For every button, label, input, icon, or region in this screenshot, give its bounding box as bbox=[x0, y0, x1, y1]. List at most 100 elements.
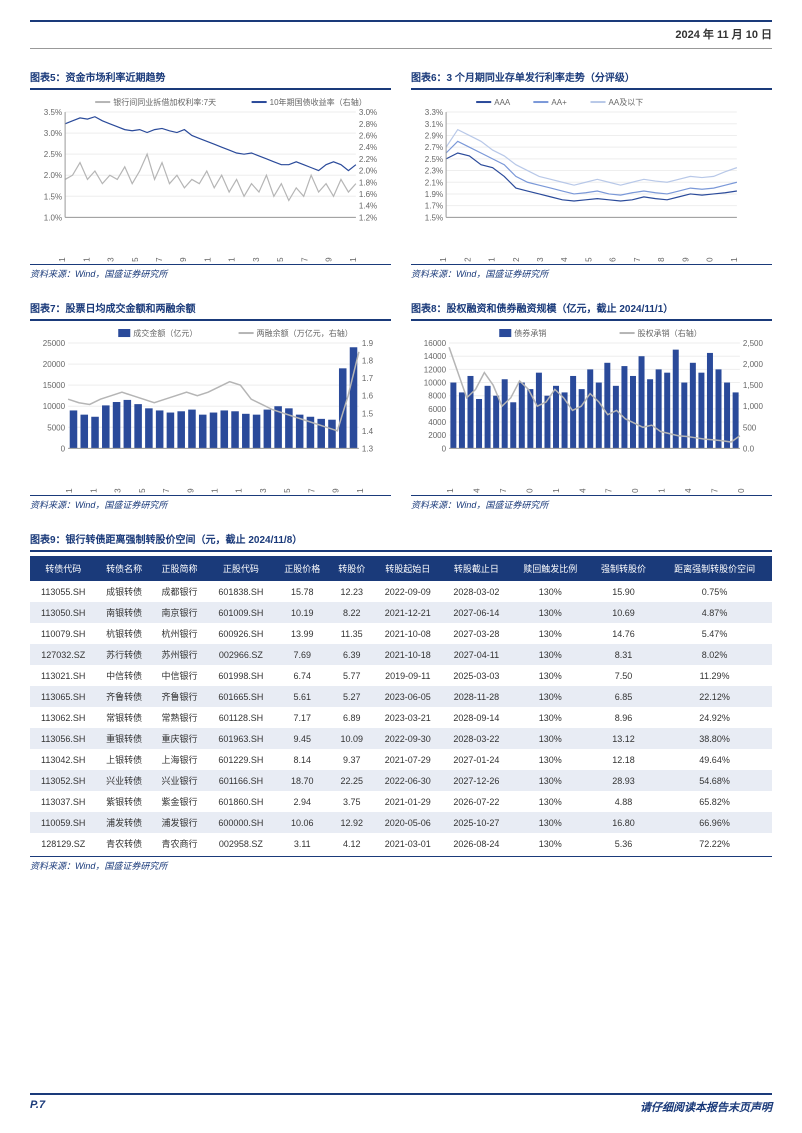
svg-text:1.7%: 1.7% bbox=[425, 202, 443, 211]
svg-text:2023-12: 2023-12 bbox=[463, 257, 472, 263]
svg-text:2024-11: 2024-11 bbox=[356, 488, 365, 494]
svg-text:2024-07: 2024-07 bbox=[710, 488, 719, 494]
svg-text:8000: 8000 bbox=[428, 392, 446, 401]
svg-text:14000: 14000 bbox=[424, 352, 447, 361]
svg-text:1.9%: 1.9% bbox=[425, 190, 443, 199]
svg-text:0: 0 bbox=[442, 444, 447, 453]
table-row: 113021.SH中信转债中信银行601998.SH6.745.772019-0… bbox=[30, 665, 772, 686]
svg-text:1.6: 1.6 bbox=[362, 392, 374, 401]
page-footer: P.7 请仔细阅读本报告末页声明 bbox=[30, 1093, 772, 1115]
table9-col: 转股起始日 bbox=[373, 556, 442, 581]
svg-text:1.2%: 1.2% bbox=[359, 213, 377, 222]
svg-text:3.3%: 3.3% bbox=[425, 108, 443, 117]
chart5-title: 图表5：资金市场利率近期趋势 bbox=[30, 69, 391, 84]
svg-text:1.5%: 1.5% bbox=[44, 192, 62, 201]
table-row: 113056.SH重银转债重庆银行601963.SH9.4510.092022-… bbox=[30, 728, 772, 749]
chart5-svg: 银行间同业拆借加权利率:7天10年期国债收益率（右轴）1.0%1.5%2.0%2… bbox=[30, 92, 391, 262]
svg-text:2.4%: 2.4% bbox=[359, 143, 377, 152]
chart8-title: 图表8：股权融资和债券融资规模（亿元，截止 2024/11/1） bbox=[411, 300, 772, 315]
chart5-source: 资料来源：Wind，国盛证券研究所 bbox=[30, 264, 391, 280]
svg-text:2024-08: 2024-08 bbox=[657, 257, 666, 263]
svg-text:5000: 5000 bbox=[47, 423, 65, 432]
svg-text:12000: 12000 bbox=[424, 365, 447, 374]
svg-text:两融余额（万亿元，右轴）: 两融余额（万亿元，右轴） bbox=[257, 328, 353, 338]
top-border bbox=[30, 20, 772, 22]
table9-col: 转债名称 bbox=[96, 556, 151, 581]
chart6-box: 图表6：3 个月期同业存单发行利率走势（分评级） AAAAA+AA及以下1.5%… bbox=[411, 69, 772, 296]
chart8-source: 资料来源：Wind，国盛证券研究所 bbox=[411, 495, 772, 511]
svg-text:2023-07: 2023-07 bbox=[155, 257, 164, 263]
svg-text:2023-11: 2023-11 bbox=[439, 257, 448, 263]
table9-col: 距离强制转股价空间 bbox=[657, 556, 772, 581]
chart7-title: 图表7：股票日均成交金额和两融余额 bbox=[30, 300, 391, 315]
svg-text:10000: 10000 bbox=[424, 379, 447, 388]
svg-text:20000: 20000 bbox=[43, 360, 66, 369]
table9-col: 赎回触发比例 bbox=[511, 556, 590, 581]
svg-text:0.0: 0.0 bbox=[743, 444, 755, 453]
svg-text:2,500: 2,500 bbox=[743, 339, 764, 348]
table9: 转债代码转债名称正股简称正股代码正股价格转股价转股起始日转股截止日赎回触发比例强… bbox=[30, 556, 772, 854]
chart8-svg: 债券承销股权承销（右轴）0200040006000800010000120001… bbox=[411, 323, 772, 493]
svg-text:1,000: 1,000 bbox=[743, 402, 764, 411]
table9-source: 资料来源：Wind，国盛证券研究所 bbox=[30, 856, 772, 872]
svg-text:1.4%: 1.4% bbox=[359, 202, 377, 211]
svg-text:2023-05: 2023-05 bbox=[131, 257, 140, 263]
table-row: 113065.SH齐鲁转债齐鲁银行601665.SH5.615.272023-0… bbox=[30, 686, 772, 707]
svg-text:2024-04: 2024-04 bbox=[560, 257, 569, 263]
svg-text:1.9: 1.9 bbox=[362, 339, 374, 348]
svg-text:2024-05: 2024-05 bbox=[276, 257, 285, 263]
svg-text:2023-09: 2023-09 bbox=[179, 257, 188, 263]
svg-text:1.5: 1.5 bbox=[362, 409, 374, 418]
chart6-title: 图表6：3 个月期同业存单发行利率走势（分评级） bbox=[411, 69, 772, 84]
table9-box: 图表9：银行转债距离强制转股价空间（元，截止 2024/11/8） 转债代码转债… bbox=[30, 531, 772, 872]
svg-text:股权承销（右轴）: 股权承销（右轴） bbox=[638, 328, 702, 338]
table9-body: 113055.SH成银转债成都银行601838.SH15.7812.232022… bbox=[30, 581, 772, 854]
svg-text:2022-01: 2022-01 bbox=[446, 488, 455, 494]
table9-col: 转股价 bbox=[330, 556, 374, 581]
svg-text:2.8%: 2.8% bbox=[359, 120, 377, 129]
svg-text:3.1%: 3.1% bbox=[425, 120, 443, 129]
table9-col: 转债代码 bbox=[30, 556, 96, 581]
table-row: 113042.SH上银转债上海银行601229.SH8.149.372021-0… bbox=[30, 749, 772, 770]
chart7-box: 图表7：股票日均成交金额和两融余额 成交金额（亿元）两融余额（万亿元，右轴）05… bbox=[30, 300, 391, 527]
svg-text:3.0%: 3.0% bbox=[359, 108, 377, 117]
svg-text:1.0%: 1.0% bbox=[44, 213, 62, 222]
svg-text:2022-07: 2022-07 bbox=[499, 488, 508, 494]
svg-text:2.5%: 2.5% bbox=[44, 150, 62, 159]
table9-col: 正股价格 bbox=[275, 556, 330, 581]
table9-col: 转股截止日 bbox=[442, 556, 511, 581]
svg-text:AA+: AA+ bbox=[551, 98, 567, 107]
svg-text:16000: 16000 bbox=[424, 339, 447, 348]
svg-text:2023-01: 2023-01 bbox=[82, 257, 91, 263]
table9-col: 正股简称 bbox=[152, 556, 207, 581]
svg-text:2023-07: 2023-07 bbox=[605, 488, 614, 494]
svg-text:2023-03: 2023-03 bbox=[107, 257, 116, 263]
svg-text:2023-07: 2023-07 bbox=[162, 488, 171, 494]
svg-text:2024-11: 2024-11 bbox=[349, 257, 358, 263]
chart8-box: 图表8：股权融资和债券融资规模（亿元，截止 2024/11/1） 债券承销股权承… bbox=[411, 300, 772, 527]
charts-row-1: 图表5：资金市场利率近期趋势 银行间同业拆借加权利率:7天10年期国债收益率（右… bbox=[30, 69, 772, 296]
svg-text:1,500: 1,500 bbox=[743, 381, 764, 390]
svg-text:2024-09: 2024-09 bbox=[325, 257, 334, 263]
svg-text:6000: 6000 bbox=[428, 405, 446, 414]
svg-text:2022-04: 2022-04 bbox=[473, 488, 482, 494]
svg-text:1.3: 1.3 bbox=[362, 444, 374, 453]
svg-text:2023-11: 2023-11 bbox=[211, 488, 220, 494]
header-date: 2024 年 11 月 10 日 bbox=[30, 26, 772, 49]
svg-text:1.8%: 1.8% bbox=[359, 178, 377, 187]
svg-text:2024-10: 2024-10 bbox=[706, 257, 715, 263]
svg-text:2024-09: 2024-09 bbox=[681, 257, 690, 263]
chart7-source: 资料来源：Wind，国盛证券研究所 bbox=[30, 495, 391, 511]
svg-text:1.4: 1.4 bbox=[362, 427, 374, 436]
table-row: 113062.SH常银转债常熟银行601128.SH7.176.892023-0… bbox=[30, 707, 772, 728]
svg-text:2023-01: 2023-01 bbox=[89, 488, 98, 494]
table9-col: 正股代码 bbox=[207, 556, 274, 581]
svg-text:2024-06: 2024-06 bbox=[609, 257, 618, 263]
svg-text:2,000: 2,000 bbox=[743, 360, 764, 369]
svg-text:2.3%: 2.3% bbox=[425, 167, 443, 176]
svg-text:2024-01: 2024-01 bbox=[228, 257, 237, 263]
svg-text:10年期国债收益率（右轴）: 10年期国债收益率（右轴） bbox=[270, 97, 367, 107]
svg-text:0: 0 bbox=[61, 444, 66, 453]
svg-text:3.5%: 3.5% bbox=[44, 108, 62, 117]
svg-text:1.7: 1.7 bbox=[362, 374, 374, 383]
